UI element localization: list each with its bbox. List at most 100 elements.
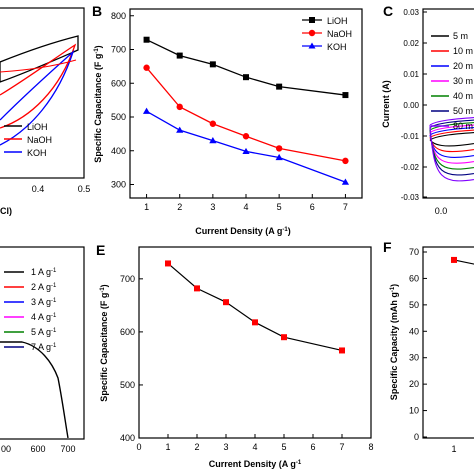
data-point-capacitance [223,299,229,306]
data-point-naoh [342,157,349,165]
data-point-naoh [143,64,150,71]
panel-a-xtick-0.5: 0.5 [78,184,91,194]
panel-a-xtick-0.4: 0.4 [32,184,45,194]
panel-e-xtick-label: 6 [310,442,315,452]
panel-b-x-ticks: 1 2 3 4 5 6 7 [144,194,348,212]
panel-c-frame [422,8,474,199]
data-point-capacitance [194,285,200,292]
panel-c-cv-curves [429,117,474,182]
data-point-capacitance [252,319,258,326]
panel-d: 1 A g-1 2 A g-1 3 A g-1 4 A g-1 5 A g-1 7 A g… [0,246,85,454]
panel-b-xtick-label: 5 [277,202,282,212]
panel-e-ytick-label: 500 [120,380,135,390]
panel-e-xtick-label: 8 [368,442,373,452]
panel-c-ytick: 0.02 [403,39,419,48]
panel-e-xtick-label: 0 [136,442,141,452]
data-point-koh [242,147,250,155]
panel-b-ytick-label: 300 [111,180,126,190]
data-point-lioh [342,92,349,99]
legend-label-current-density: 7 A g-1 [31,342,57,352]
legend-label-current-density: 5 A g-1 [31,327,57,337]
cv-loop-lioh [0,35,79,83]
panel-e-ytick-label: 400 [120,433,135,443]
panel-c-ytick: 0.03 [403,8,419,17]
panel-e-ylabel: Specific Capacitance (F g-1) [99,284,109,401]
panel-f-y-ticks: 70 60 50 40 30 20 10 0 [409,247,427,442]
panel-e-xtick-label: 5 [281,442,286,452]
panel-b-ytick-label: 600 [111,78,126,88]
panel-e-xtick-label: 1 [165,442,170,452]
legend-label-scan-rate: 40 m [453,91,473,101]
panel-e-xlabel: Current Density (A g-1 [209,459,302,469]
panel-c-legend: 5 m 10 m 20 m 30 m 40 m 50 m 80 m [431,31,473,131]
legend-label-koh-b: KOH [327,42,347,52]
panel-f-ytick-label: 20 [409,379,419,389]
panel-c-ytick: -0.03 [401,193,420,202]
data-point-capacitance [339,347,345,354]
panel-b-ytick-label: 400 [111,146,126,156]
panel-b-letter: B [92,3,102,19]
panel-c-y-ticks: 0.03 0.02 0.01 0.00 -0.01 -0.02 -0.03 [401,8,427,202]
legend-label-scan-rate: 5 m [453,31,468,41]
panel-f: F Specific Capacity (mAh g-1) 70 60 50 40 30… [383,239,474,454]
legend-marker-koh-b [308,42,316,49]
legend-label-scan-rate: 10 m [453,46,473,56]
panel-b-ytick-label: 500 [111,112,126,122]
data-point-naoh [176,103,183,111]
data-point-naoh [242,133,250,140]
panel-b-ylabel: Specific Capacitance (F g-1) [93,45,103,162]
series-line-capacity [453,259,474,265]
legend-label-lioh-b: LiOH [327,16,348,26]
panel-e-ytick-label: 600 [120,327,135,337]
data-point-lioh [243,74,249,81]
panel-b-xtick-label: 1 [144,202,149,212]
panel-b-xtick-label: 4 [243,202,248,212]
panel-a-legend: LiOH NaOH KOH [4,122,52,158]
panel-e-xtick-label: 7 [339,442,344,452]
panel-f-letter: F [383,239,392,255]
legend-marker-lioh-b [309,17,315,23]
cv-curve [429,117,474,182]
panel-e-letter: E [96,242,105,258]
panel-d-xtick: 700 [60,444,75,454]
panel-a: LiOH NaOH KOH 0.4 0.5 Cl) [0,7,91,216]
data-point-koh [176,126,184,133]
gcd-discharge-curve [0,341,69,439]
panel-d-xtick: 600 [30,444,45,454]
panel-a-frame [0,7,85,179]
panel-d-xtick: 00 [1,444,11,454]
panel-b-y-ticks: 300 400 500 600 700 800 [111,11,134,190]
legend-label-scan-rate: 80 m [453,121,473,131]
panel-f-ytick-label: 70 [409,247,419,257]
series-line-naoh [146,67,346,162]
panel-a-xlabel-fragment: Cl) [0,206,12,216]
series-line-lioh [146,39,346,96]
panel-f-series [451,256,474,265]
data-point-naoh [209,120,217,127]
panel-f-ylabel: Specific Capacity (mAh g-1) [389,284,399,400]
panel-e-series [165,260,345,354]
panel-c-ytick: 0.01 [403,70,419,79]
panel-b-xtick-label: 2 [177,202,182,212]
cv-curve [429,132,474,147]
data-point-capacitance [281,334,287,341]
data-point-koh [209,137,217,144]
panel-c-ylabel: Current (A) [381,80,391,128]
data-point-capacitance [165,260,171,267]
data-point-koh [142,107,151,114]
legend-label-scan-rate: 20 m [453,61,473,71]
panel-f-ytick-label: 50 [409,300,419,310]
data-point-capacity [451,256,457,263]
legend-label-current-density: 2 A g-1 [31,282,57,292]
legend-label-koh: KOH [27,148,47,158]
panel-f-ytick-label: 10 [409,406,419,416]
cv-loop-naoh-upper [0,59,77,73]
data-point-koh [341,178,350,185]
panel-b-xtick-label: 3 [210,202,215,212]
panel-b-xtick-label: 7 [343,202,348,212]
panel-c-letter: C [383,3,393,19]
panel-e-xtick-label: 2 [194,442,199,452]
panel-d-frame [0,246,85,440]
panel-e-y-ticks: 400 500 600 700 [120,274,143,443]
